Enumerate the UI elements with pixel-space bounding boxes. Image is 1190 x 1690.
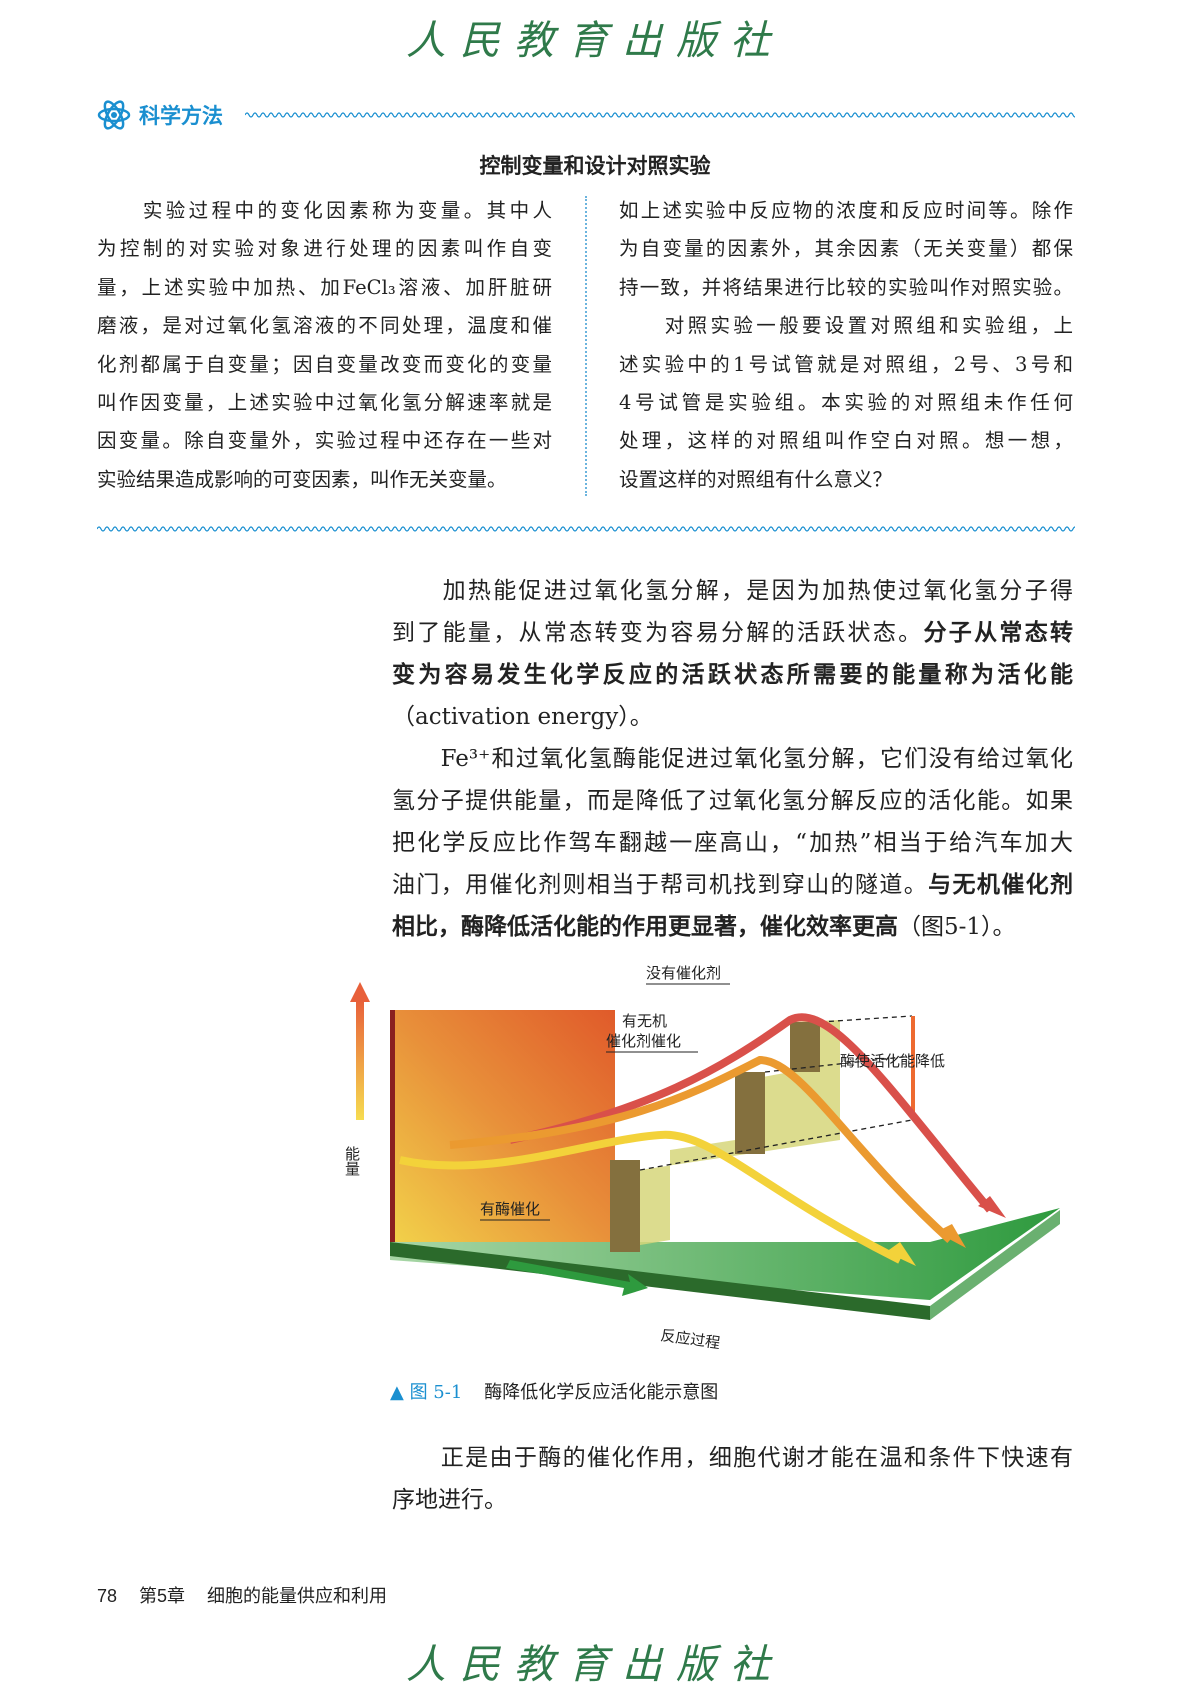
text-line: 到了能量，从常态转变为容易分解的活跃状态。分子从常态转 — [392, 612, 1073, 654]
energy-axis-arrow — [350, 982, 370, 1120]
text-line: 把化学反应比作驾车翻越一座高山，“加热”相当于给汽车加大 — [392, 822, 1073, 864]
atom-icon — [97, 100, 131, 130]
text-segment: 氢分子提供能量，而是降低了过氧化氢分解反应的活化能。如果 — [392, 788, 1073, 814]
text-line: 为自变量的因素外，其余因素（无关变量）都保 — [619, 237, 1073, 261]
text-line: 4号试管是实验组。本实验的对照组未作任何 — [619, 390, 1073, 414]
text-line: 因变量。除自变量外，实验过程中还存在一些对 — [97, 429, 552, 453]
text-line: 相比，酶降低活化能的作用更显著，催化效率更高（图5-1）。 — [392, 906, 1073, 948]
chapter-title: 细胞的能量供应和利用 — [207, 1586, 388, 1606]
text-segment: 油门，用催化剂则相当于帮司机找到穿山的隧道。 — [392, 872, 929, 898]
body-text: 加热能促进过氧化氢分解，是因为加热使过氧化氢分子得 到了能量，从常态转变为容易分解… — [392, 570, 1073, 948]
wavy-divider-bottom — [97, 526, 1075, 532]
text-line: 设置这样的对照组有什么意义？ — [619, 467, 893, 491]
curve-no-catalyst — [509, 1013, 994, 1213]
text-line: 加热能促进过氧化氢分解，是因为加热使过氧化氢分子得 — [392, 570, 1073, 612]
page-footer: 78 第5章 细胞的能量供应和利用 — [97, 1582, 409, 1608]
text-line: 化剂都属于自变量；因自变量改变而变化的变量 — [97, 352, 552, 376]
text-segment: 正是由于酶的催化作用，细胞代谢才能在温和条件下快速有 — [392, 1445, 1073, 1471]
curve-inorganic — [449, 1055, 953, 1243]
section-title: 科学方法 — [139, 104, 223, 128]
text-segment: （activation energy）。 — [392, 704, 653, 730]
energy-steps-backdrop — [610, 1020, 840, 1250]
page-number: 78 — [97, 1586, 118, 1606]
text-line: 实验过程中的变化因素称为变量。其中人 — [97, 199, 552, 222]
label-inorganic-line2: 催化剂催化 — [606, 1032, 681, 1050]
text-segment: 把化学反应比作驾车翻越一座高山，“加热”相当于给汽车加大 — [392, 830, 1073, 856]
text-line: 磨液，是对过氧化氢溶液的不同处理，温度和催 — [97, 314, 552, 338]
box-title: 控制变量和设计对照实验 — [479, 154, 711, 178]
activation-energy-figure: 能量 反应过程 没有催化剂 有无机 催化剂催化 酶使活化能降低 有酶催化 — [343, 964, 1060, 1352]
publisher-logo-top: 人民教育出版社 — [406, 18, 784, 64]
level-lines — [639, 1015, 913, 1171]
y-axis-label: 能量 — [343, 1146, 361, 1176]
text-line: 变为容易发生化学反应的活跃状态所需要的能量称为活化能 — [392, 654, 1073, 696]
publisher-logo-bottom: 人民教育出版社 — [406, 1642, 784, 1688]
column-divider — [585, 196, 587, 496]
text-line: 持一致，并将结果进行比较的实验叫作对照实验。 — [619, 275, 1073, 299]
text-segment: 加热能促进过氧化氢分解，是因为加热使过氧化氢分子得 — [392, 578, 1073, 604]
closing-paragraph: 正是由于酶的催化作用，细胞代谢才能在温和条件下快速有 序地进行。 — [392, 1437, 1073, 1521]
caption-text: 酶降低化学反应活化能示意图 — [484, 1382, 719, 1403]
bold-text: 与无机催化剂 — [928, 872, 1074, 898]
text-line: 序地进行。 — [392, 1479, 1073, 1521]
text-segment: Fe³⁺和过氧化氢酶能促进过氧化氢分解，它们没有给过氧化 — [392, 746, 1073, 772]
label-inorganic-line1: 有无机 — [622, 1012, 667, 1030]
text-line: 量，上述实验中加热、加FeCl₃溶液、加肝脏研 — [97, 275, 552, 299]
text-segment: 到了能量，从常态转变为容易分解的活跃状态。 — [392, 620, 924, 646]
text-line: 实验结果造成影响的可变因素，叫作无关变量。 — [97, 467, 507, 491]
figure-caption: ▲ 图 5-1 酶降低化学反应活化能示意图 — [390, 1378, 718, 1404]
label-no-catalyst: 没有催化剂 — [646, 964, 721, 982]
chapter-label: 第5章 — [139, 1586, 186, 1606]
bold-text: 变为容易发生化学反应的活跃状态所需要的能量称为活化能 — [392, 662, 1073, 688]
wavy-divider-top — [245, 112, 1075, 118]
bold-text: 相比，酶降低活化能的作用更显著，催化效率更高 — [392, 914, 898, 940]
label-enzyme: 有酶催化 — [480, 1200, 540, 1218]
text-line: 对照实验一般要设置对照组和实验组，上 — [619, 314, 1073, 338]
step-enzyme — [610, 1160, 640, 1252]
step-inorganic — [735, 1072, 765, 1154]
text-segment: 序地进行。 — [392, 1487, 507, 1513]
bold-text: 分子从常态转 — [923, 620, 1074, 646]
text-line: 述实验中的1号试管就是对照组，2号、3号和 — [619, 352, 1073, 376]
text-line: 如上述实验中反应物的浓度和反应时间等。除作 — [619, 199, 1073, 222]
text-line: 处理，这样的对照组叫作空白对照。想一想， — [619, 429, 1073, 453]
step-no-catalyst — [790, 1022, 820, 1072]
label-lowered: 酶使活化能降低 — [840, 1052, 945, 1070]
x-axis-label: 反应过程 — [659, 1326, 721, 1352]
text-segment: （图5-1）。 — [898, 914, 1016, 940]
text-line: 叫作因变量，上述实验中过氧化氢分解速率就是 — [97, 390, 552, 414]
curve-enzyme — [399, 1130, 902, 1264]
box-right-column: 如上述实验中反应物的浓度和反应时间等。除作 为自变量的因素外，其余因素（无关变量）… — [619, 192, 1073, 499]
text-line: 油门，用催化剂则相当于帮司机找到穿山的隧道。与无机催化剂 — [392, 864, 1073, 906]
section-header: 科学方法 — [97, 98, 223, 132]
text-line: 为控制的对实验对象进行处理的因素叫作自变 — [97, 237, 552, 261]
text-line: 正是由于酶的催化作用，细胞代谢才能在温和条件下快速有 — [392, 1437, 1073, 1479]
text-line: 氢分子提供能量，而是降低了过氧化氢分解反应的活化能。如果 — [392, 780, 1073, 822]
process-arrow — [506, 1260, 648, 1296]
floor — [390, 1208, 1060, 1300]
text-line: （activation energy）。 — [392, 696, 1073, 738]
text-line: Fe³⁺和过氧化氢酶能促进过氧化氢分解，它们没有给过氧化 — [392, 738, 1073, 780]
box-left-column: 实验过程中的变化因素称为变量。其中人 为控制的对实验对象进行处理的因素叫作自变 量，… — [97, 192, 552, 499]
caption-number: ▲ 图 5-1 — [390, 1382, 463, 1403]
